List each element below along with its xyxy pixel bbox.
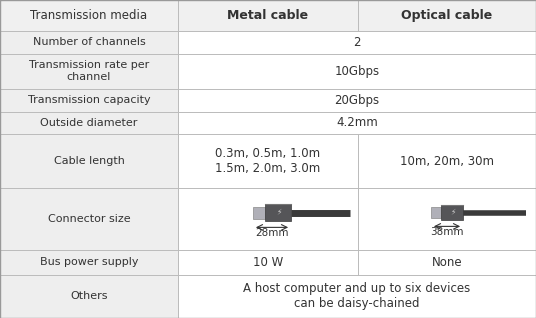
Bar	[178, 31, 536, 54]
Text: Transmission media: Transmission media	[31, 9, 147, 22]
Bar	[0, 54, 178, 89]
Bar	[358, 250, 536, 275]
Bar	[0, 112, 178, 134]
Bar	[265, 204, 291, 221]
Text: 10m, 20m, 30m: 10m, 20m, 30m	[400, 155, 494, 168]
Bar	[0, 31, 178, 54]
Text: ⚡: ⚡	[277, 207, 282, 216]
Bar	[178, 54, 536, 89]
Bar	[0, 0, 178, 31]
Text: Bus power supply: Bus power supply	[40, 257, 138, 267]
Text: 2: 2	[353, 36, 361, 49]
Bar	[0, 275, 178, 318]
Bar	[0, 250, 178, 275]
Text: 28mm: 28mm	[255, 228, 289, 238]
Bar	[253, 207, 265, 219]
Text: None: None	[431, 256, 463, 269]
Bar	[178, 250, 358, 275]
Text: Outside diameter: Outside diameter	[40, 118, 138, 128]
Text: Transmission capacity: Transmission capacity	[28, 95, 150, 105]
Text: Metal cable: Metal cable	[227, 9, 309, 22]
Bar	[178, 89, 536, 112]
Text: 10Gbps: 10Gbps	[334, 65, 379, 78]
Bar	[178, 112, 536, 134]
Text: ⚡: ⚡	[450, 207, 456, 216]
Text: A host computer and up to six devices
can be daisy-chained: A host computer and up to six devices ca…	[243, 282, 471, 310]
Text: Transmission rate per
channel: Transmission rate per channel	[29, 60, 149, 82]
Bar	[431, 207, 441, 218]
Text: 4.2mm: 4.2mm	[336, 116, 378, 129]
Bar	[441, 205, 463, 220]
Text: 38mm: 38mm	[430, 227, 464, 237]
Bar	[178, 275, 536, 318]
Bar	[0, 188, 178, 250]
Bar	[0, 89, 178, 112]
Text: Others: Others	[70, 291, 108, 301]
Bar	[358, 0, 536, 31]
Text: Cable length: Cable length	[54, 156, 124, 166]
Text: Optical cable: Optical cable	[401, 9, 493, 22]
Text: 20Gbps: 20Gbps	[334, 93, 379, 107]
Text: 0.3m, 0.5m, 1.0m
1.5m, 2.0m, 3.0m: 0.3m, 0.5m, 1.0m 1.5m, 2.0m, 3.0m	[215, 147, 321, 175]
Bar	[178, 0, 358, 31]
Text: Number of channels: Number of channels	[33, 37, 145, 47]
Text: Connector size: Connector size	[48, 214, 130, 224]
Bar	[358, 134, 536, 188]
Text: 10 W: 10 W	[253, 256, 283, 269]
Bar	[0, 134, 178, 188]
Bar	[178, 188, 358, 250]
Bar	[358, 188, 536, 250]
Bar	[178, 134, 358, 188]
